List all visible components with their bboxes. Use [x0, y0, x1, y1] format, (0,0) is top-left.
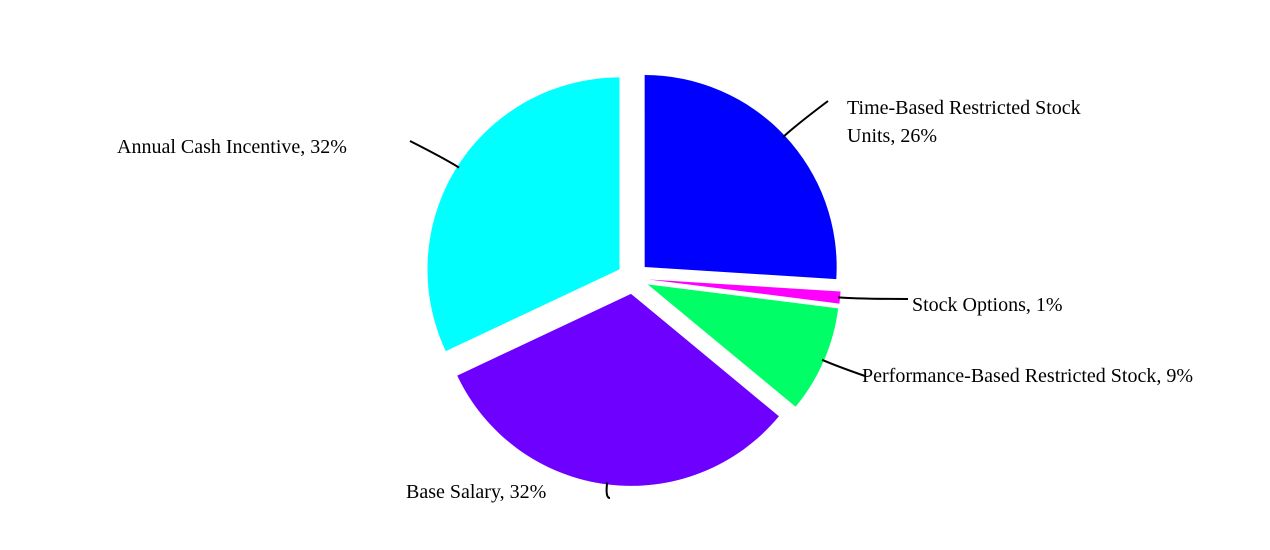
pie-slice — [644, 75, 837, 280]
pie-slice — [427, 77, 620, 352]
slice-label: Annual Cash Incentive, 32% — [117, 136, 347, 158]
leader-line — [782, 100, 829, 138]
pie-slice — [647, 284, 839, 407]
slice-label: Base Salary, 32% — [406, 481, 547, 503]
leader-line — [837, 296, 909, 300]
slice-label: Stock Options, 1% — [912, 294, 1063, 316]
slice-label: Time-Based Restricted Stock Units, 26% — [847, 97, 1081, 147]
pie-slice — [648, 279, 841, 304]
leader-line — [409, 140, 460, 169]
leader-line — [605, 482, 611, 499]
pie-slice — [457, 293, 779, 486]
leader-line — [821, 358, 866, 377]
slice-label: Performance-Based Restricted Stock, 9% — [862, 365, 1194, 387]
